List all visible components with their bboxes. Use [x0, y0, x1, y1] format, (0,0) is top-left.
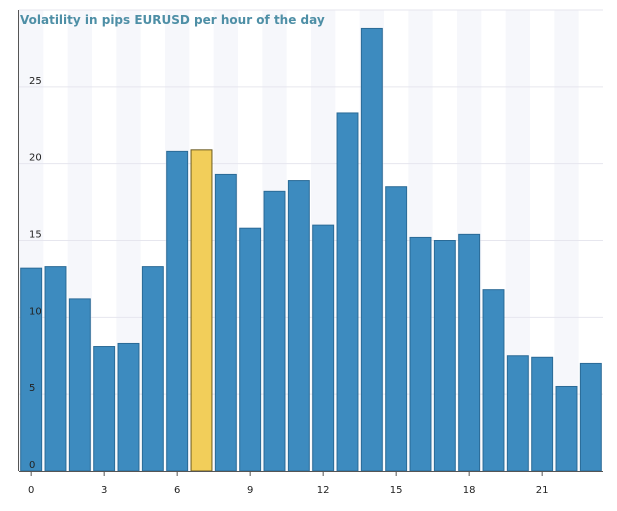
- bar-hour-1: [44, 266, 67, 472]
- bar-hour-0: [20, 267, 43, 472]
- y-tick-label-20: 20: [29, 153, 42, 164]
- bar-hour-6: [166, 150, 189, 472]
- bar-hour-2: [68, 298, 91, 472]
- y-tick-label-25: 25: [29, 76, 42, 87]
- x-tick-label-15: 15: [390, 485, 403, 496]
- y-tick-label-5: 5: [29, 383, 35, 394]
- bar-hour-11: [287, 180, 310, 472]
- x-tick-label-21: 21: [536, 485, 549, 496]
- axes: [18, 10, 603, 476]
- bar-hour-13: [336, 112, 359, 472]
- bars-group: [20, 27, 602, 472]
- x-tick-label-9: 9: [247, 485, 253, 496]
- x-tick-label-3: 3: [101, 485, 107, 496]
- bar-hour-3: [93, 346, 116, 472]
- x-tick-label-6: 6: [174, 485, 180, 496]
- x-tick-label-18: 18: [463, 485, 476, 496]
- bar-hour-22: [555, 385, 578, 472]
- y-tick-label-10: 10: [29, 306, 42, 317]
- bar-hour-18: [458, 233, 481, 472]
- bar-hour-12: [312, 224, 335, 472]
- bar-hour-10: [263, 190, 286, 472]
- bar-hour-19: [482, 289, 505, 472]
- bar-highlighted-hour-7: [190, 149, 213, 472]
- bar-hour-9: [239, 227, 262, 472]
- bar-hour-14: [360, 27, 383, 472]
- bar-hour-16: [409, 236, 432, 472]
- bar-hour-15: [385, 186, 408, 472]
- x-tick-label-0: 0: [28, 485, 34, 496]
- chart-title: Volatility in pips EURUSD per hour of th…: [20, 13, 325, 27]
- bar-hour-20: [506, 355, 529, 472]
- y-tick-labels: 0 5 10 15 20 25: [29, 76, 42, 471]
- y-tick-label-15: 15: [29, 230, 42, 241]
- bar-hour-17: [433, 240, 456, 472]
- x-tick-labels: 0 3 6 9 12 15 18 21: [28, 485, 549, 496]
- x-tick-label-12: 12: [317, 485, 330, 496]
- bar-hour-4: [117, 342, 140, 472]
- bar-hour-21: [531, 356, 554, 472]
- bar-hour-23: [579, 362, 602, 472]
- y-tick-label-0: 0: [29, 460, 35, 471]
- bar-hour-8: [214, 173, 237, 472]
- grid-lines: [19, 9, 603, 395]
- bar-hour-5: [141, 266, 164, 472]
